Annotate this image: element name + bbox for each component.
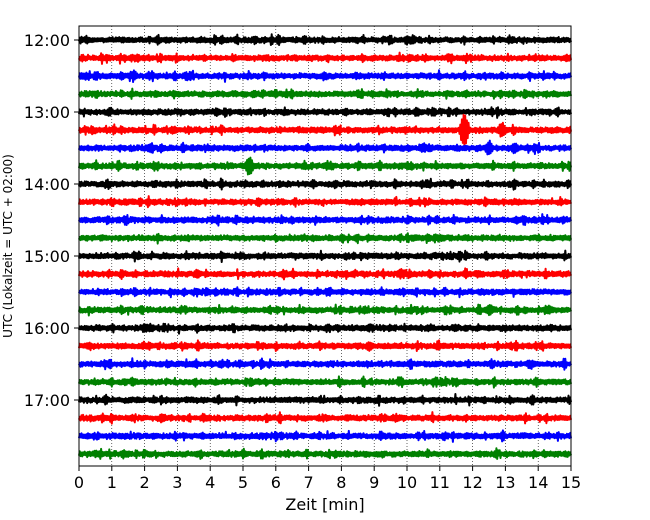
y-tick-label: 15:00: [24, 247, 70, 266]
trace-1745: [78, 447, 572, 460]
trace-1645: [78, 375, 572, 389]
x-tick-label: 6: [271, 473, 281, 492]
trace-1530: [78, 286, 572, 299]
trace-1315: [78, 113, 572, 146]
y-tick-label: 17:00: [24, 391, 70, 410]
x-tick-label: 7: [304, 473, 314, 492]
y-axis-label: UTC (Lokalzeit = UTC + 02:00): [1, 154, 15, 338]
x-axis-label: Zeit [min]: [285, 495, 364, 514]
x-tick-label: 9: [369, 473, 379, 492]
y-tick-label: 13:00: [24, 103, 70, 122]
x-gridlines: [111, 26, 539, 466]
x-tick-label: 14: [528, 473, 548, 492]
x-tick-label: 11: [430, 473, 450, 492]
trace-1200: [78, 33, 572, 46]
trace-1700: [78, 393, 572, 407]
x-tick-label: 2: [140, 473, 150, 492]
x-tick-label: 3: [172, 473, 182, 492]
trace-1330: [78, 139, 572, 156]
y-axis-ticks: 12:00 13:00 14:00 15:00 16:00 17:00: [24, 31, 79, 410]
x-tick-label: 5: [238, 473, 248, 492]
trace-1615: [78, 339, 572, 352]
trace-1300: [78, 106, 572, 119]
y-tick-label: 12:00: [24, 31, 70, 50]
x-tick-label: 0: [74, 473, 84, 492]
x-tick-label: 13: [495, 473, 515, 492]
trace-1545: [78, 303, 572, 317]
trace-1600: [78, 322, 572, 335]
trace-1730: [78, 429, 572, 443]
x-tick-label: 8: [336, 473, 346, 492]
trace-1345: [78, 156, 572, 176]
trace-group: [78, 33, 572, 460]
trace-1715: [78, 411, 572, 425]
x-tick-label: 4: [205, 473, 215, 492]
trace-1400: [78, 177, 572, 191]
x-tick-label: 15: [561, 473, 581, 492]
trace-1215: [78, 51, 572, 65]
x-tick-label: 10: [397, 473, 417, 492]
x-tick-label: 1: [107, 473, 117, 492]
trace-1230: [78, 69, 572, 83]
plot-frame: [78, 25, 572, 467]
trace-1445: [78, 232, 572, 245]
x-tick-label: 12: [462, 473, 482, 492]
y-tick-label: 14:00: [24, 175, 70, 194]
trace-1415: [78, 195, 572, 209]
y-tick-label: 16:00: [24, 319, 70, 338]
trace-1500: [78, 249, 572, 263]
trace-1515: [78, 267, 572, 281]
trace-1630: [78, 357, 572, 371]
x-axis-ticks: 0 1 2 3 4 5 6 7 8 9 10 11 12 13 14 15: [74, 466, 581, 492]
trace-1430: [78, 213, 572, 227]
trace-1245: [78, 87, 572, 100]
